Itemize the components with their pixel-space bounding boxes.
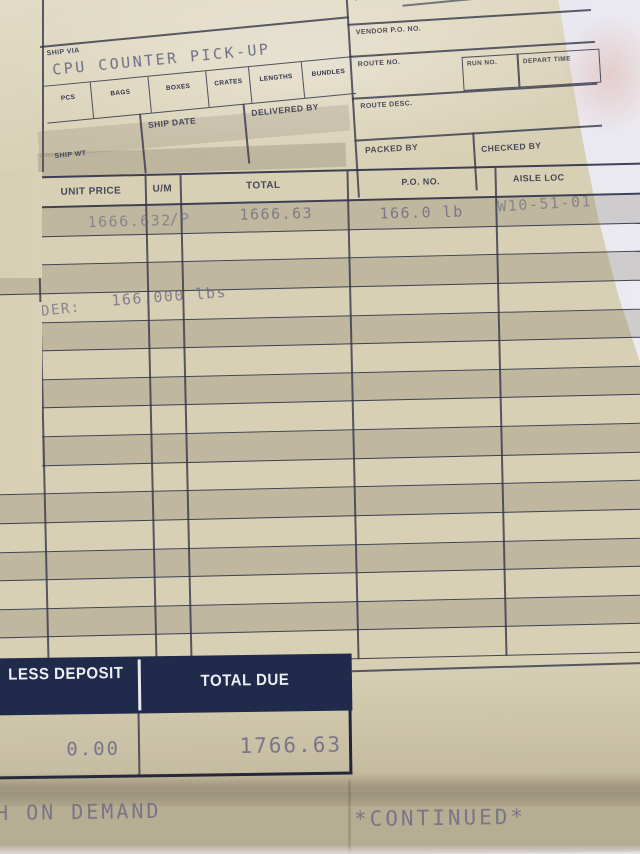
- vendor-handwriting: [401, 0, 530, 7]
- totals-values-divider: [137, 713, 141, 775]
- footer-terms-text: H ON DEMAND: [0, 798, 162, 826]
- vendor-po-label: VENDOR P.O. NO.: [355, 25, 422, 37]
- boxes-label: BOXES: [165, 82, 191, 93]
- ship-date-label: SHIP DATE: [147, 115, 197, 130]
- count-cell-crates: CRATES: [205, 67, 252, 108]
- row1-um: /P: [169, 209, 191, 229]
- form-rule: [40, 16, 349, 48]
- form-rule: [138, 113, 147, 174]
- run-no-box: RUN NO.: [461, 53, 520, 91]
- po-no-header: P.O. NO.: [401, 176, 441, 188]
- count-cell-bags: BAGS: [89, 76, 151, 119]
- ship-wt-label: SHIP WT: [54, 150, 87, 161]
- totals-band: LESS DEPOSIT TOTAL DUE: [0, 653, 353, 716]
- totals-values-box: 0.00 1766.63: [0, 710, 353, 780]
- lengths-label: LENGTHS: [259, 72, 293, 84]
- less-deposit-label: LESS DEPOSIT: [8, 663, 124, 684]
- packed-by-label: PACKED BY: [364, 141, 419, 156]
- form-rule: [242, 103, 251, 164]
- row1-unit-price: 1666.632: [87, 211, 172, 232]
- depart-time-label: DEPART TIME: [522, 55, 572, 66]
- aisle-loc-header: AISLE LOC: [512, 172, 565, 184]
- table-body: [0, 194, 640, 668]
- bags-label: BAGS: [110, 88, 131, 98]
- row1-total: 1666.63: [239, 204, 314, 224]
- checked-by-label: CHECKED BY: [480, 140, 542, 154]
- totals-band-divider: [137, 659, 141, 711]
- route-desc-label: ROUTE DESC.: [360, 100, 413, 111]
- ship-via-label: SHIP VIA: [46, 47, 81, 58]
- run-no-label: RUN NO.: [466, 58, 498, 68]
- pcs-label: PCS: [60, 93, 76, 103]
- footer-continued-text: *CONTINUED*: [353, 804, 527, 832]
- vendor-label: VENDOR: [354, 0, 387, 2]
- count-cell-lengths: LENGTHS: [247, 62, 305, 103]
- total-due-value: 1766.63: [239, 732, 343, 759]
- bundles-label: BUNDLES: [311, 67, 346, 79]
- table-surface-edge: [0, 845, 640, 854]
- delivered-by-label: DELIVERED BY: [250, 101, 320, 119]
- shipping-header-block: SHIP VIA CPU COUNTER PICK-UP PCS BAGS BO…: [40, 16, 362, 185]
- form-rule: [354, 124, 603, 142]
- count-cell-bundles: BUNDLES: [300, 57, 356, 98]
- unit-price-header: UNIT PRICE: [60, 185, 122, 198]
- paper-warp-patch: [0, 172, 42, 278]
- count-cell-boxes: BOXES: [147, 71, 209, 113]
- total-header: TOTAL: [245, 179, 281, 192]
- depart-time-box: DEPART TIME: [517, 48, 602, 88]
- um-header: U/M: [152, 183, 173, 195]
- form-rule: [347, 9, 591, 26]
- count-cell-pcs: PCS: [44, 82, 93, 122]
- less-deposit-value: 0.00: [66, 737, 121, 761]
- paper-warp-patch: [0, 302, 42, 472]
- form-left-rule: [42, 0, 44, 172]
- total-due-label: TOTAL DUE: [200, 670, 290, 691]
- route-no-label: ROUTE NO.: [357, 58, 401, 69]
- row1-po-no: 166.0 lb: [379, 202, 464, 223]
- line-item-table: UNIT PRICE U/M TOTAL P.O. NO. AISLE LOC …: [0, 162, 640, 668]
- crates-label: CRATES: [214, 77, 243, 88]
- form-rule: [352, 661, 640, 673]
- paper-crease-vertical: [348, 780, 351, 854]
